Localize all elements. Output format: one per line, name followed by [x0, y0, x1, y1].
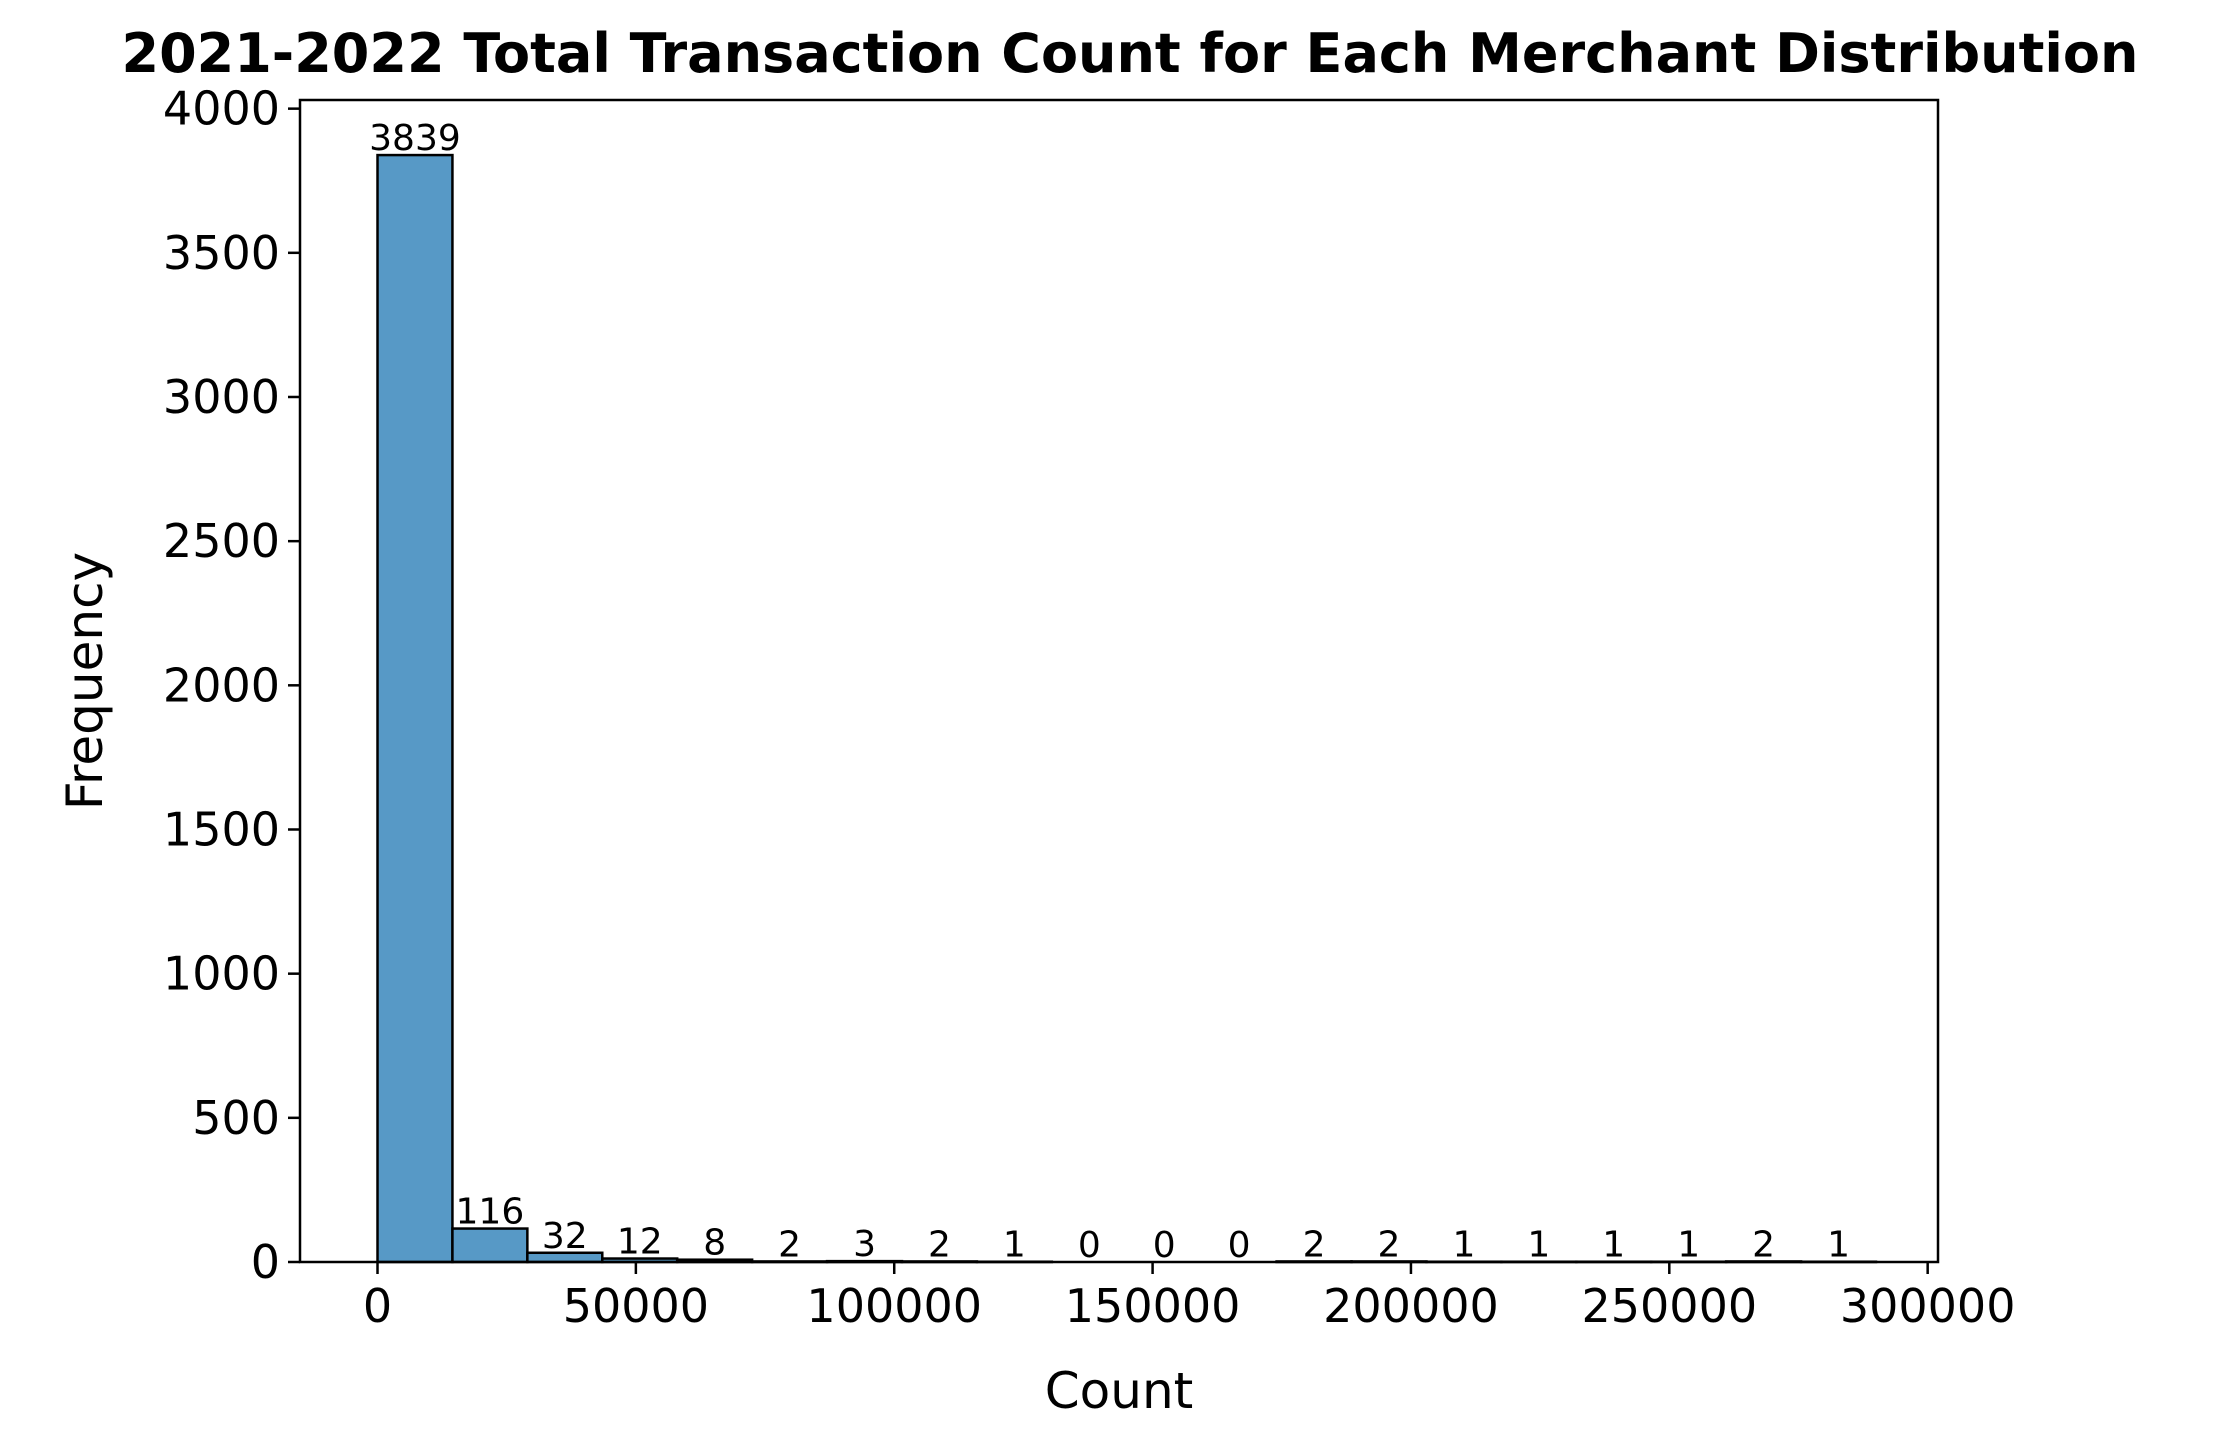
bar-value-label: 1 — [1003, 1225, 1026, 1266]
bar-value-label: 0 — [1153, 1225, 1176, 1266]
x-tick-label: 50000 — [563, 1279, 709, 1333]
y-tick-label: 1000 — [163, 947, 280, 1001]
plot-frame — [298, 98, 1940, 1264]
y-tick-label: 3500 — [163, 226, 280, 280]
histogram-bar — [376, 153, 454, 1264]
bar-value-label: 12 — [617, 1222, 663, 1263]
y-tick-label: 2000 — [163, 658, 280, 712]
bar-value-label: 0 — [1078, 1225, 1101, 1266]
bar-value-label: 32 — [542, 1216, 588, 1257]
y-tick-label: 0 — [251, 1235, 280, 1289]
y-axis-ticks: 0 500 1000 1500 2000 2500 3000 3500 4000 — [163, 82, 300, 1289]
y-tick-label: 4000 — [163, 82, 280, 136]
x-tick-label: 100000 — [806, 1279, 982, 1333]
y-tick-label: 500 — [192, 1091, 280, 1145]
bar-value-label: 8 — [703, 1223, 726, 1264]
x-tick-label: 200000 — [1323, 1279, 1499, 1333]
y-axis-label: Frequency — [56, 552, 114, 810]
bar-value-label: 2 — [778, 1224, 801, 1265]
bar-value-label: 1 — [1452, 1225, 1475, 1266]
y-tick-label: 3000 — [163, 370, 280, 424]
x-axis-label: Count — [1045, 1362, 1194, 1420]
bar-value-label: 2 — [1752, 1224, 1775, 1265]
y-tick-label: 2500 — [163, 514, 280, 568]
bar-value-label: 1 — [1827, 1225, 1850, 1266]
chart-title: 2021-2022 Total Transaction Count for Ea… — [122, 22, 2139, 85]
x-tick-label: 0 — [363, 1279, 392, 1333]
bar-value-label: 3 — [853, 1224, 876, 1265]
bar-value-label: 2 — [1378, 1224, 1401, 1265]
x-axis-ticks: 0 50000 100000 150000 200000 250000 300000 — [363, 1262, 2016, 1333]
bar-value-label: 1 — [1602, 1225, 1625, 1266]
x-tick-label: 250000 — [1582, 1279, 1758, 1333]
bars-group — [376, 153, 1878, 1264]
bar-value-label: 2 — [928, 1224, 951, 1265]
bar-value-label: 1 — [1677, 1225, 1700, 1266]
bar-value-label: 2 — [1303, 1224, 1326, 1265]
histogram-bar — [451, 1227, 529, 1264]
bar-value-label: 116 — [456, 1192, 525, 1233]
bar-value-label: 0 — [1228, 1225, 1251, 1266]
bar-value-label: 1 — [1527, 1225, 1550, 1266]
y-tick-label: 1500 — [163, 802, 280, 856]
bar-value-label: 3839 — [369, 118, 461, 159]
x-tick-label: 300000 — [1840, 1279, 2016, 1333]
x-tick-label: 150000 — [1065, 1279, 1241, 1333]
